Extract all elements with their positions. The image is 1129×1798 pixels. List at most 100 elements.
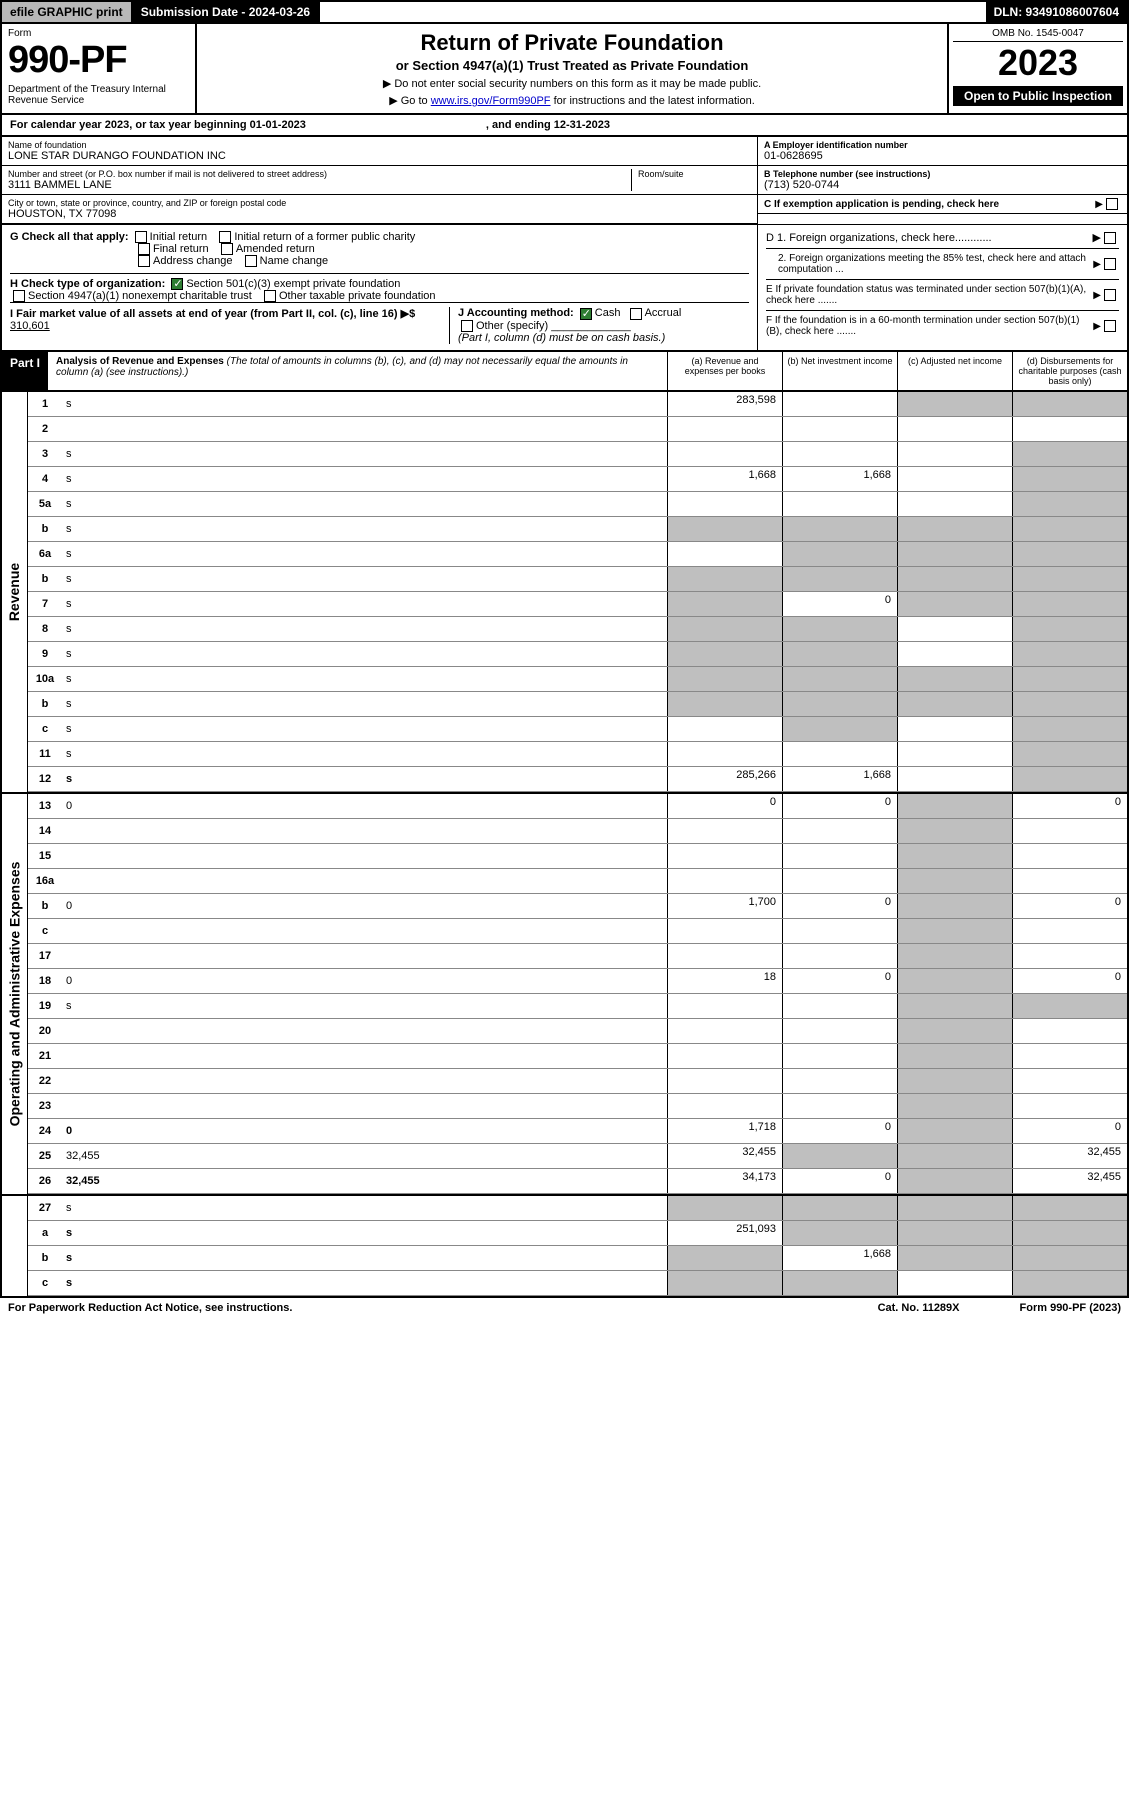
note2: ▶ Go to www.irs.gov/Form990PF for instru… bbox=[203, 94, 941, 107]
cell-d: 0 bbox=[1012, 969, 1127, 993]
cell-c bbox=[897, 642, 1012, 666]
cell-d: 32,455 bbox=[1012, 1169, 1127, 1193]
other-method-cb[interactable] bbox=[461, 320, 473, 332]
501c3-cb[interactable] bbox=[171, 278, 183, 290]
cell-a: 32,455 bbox=[667, 1144, 782, 1168]
row-desc: s bbox=[62, 396, 667, 412]
d1-label: D 1. Foreign organizations, check here..… bbox=[766, 232, 1093, 244]
other-taxable-cb[interactable] bbox=[264, 290, 276, 302]
row-desc: s bbox=[62, 496, 667, 512]
row-desc: s bbox=[62, 696, 667, 712]
cell-c bbox=[897, 1196, 1012, 1220]
cell-c bbox=[897, 1271, 1012, 1295]
cell-a bbox=[667, 442, 782, 466]
cell-d: 0 bbox=[1012, 1119, 1127, 1143]
cell-a bbox=[667, 492, 782, 516]
row-desc: s bbox=[62, 571, 667, 587]
table-row: 2532,45532,45532,455 bbox=[28, 1144, 1127, 1169]
row-num: 19 bbox=[28, 1000, 62, 1012]
4947-cb[interactable] bbox=[13, 290, 25, 302]
tax-year: 2023 bbox=[953, 42, 1123, 84]
table-section: Revenue1s283,59823s4s1,6681,6685asbs6asb… bbox=[0, 392, 1129, 794]
table-row: 130000 bbox=[28, 794, 1127, 819]
cell-b bbox=[782, 1069, 897, 1093]
cell-c bbox=[897, 794, 1012, 818]
cell-d bbox=[1012, 1196, 1127, 1220]
table-row: 19s bbox=[28, 994, 1127, 1019]
cell-c bbox=[897, 919, 1012, 943]
cell-d bbox=[1012, 392, 1127, 416]
amended-cb[interactable] bbox=[221, 243, 233, 255]
row-num: 14 bbox=[28, 825, 62, 837]
cat-no: Cat. No. 11289X bbox=[878, 1302, 960, 1314]
cell-c bbox=[897, 1246, 1012, 1270]
row-desc: 32,455 bbox=[62, 1173, 667, 1189]
cash-cb[interactable] bbox=[580, 308, 592, 320]
form-ref: Form 990-PF (2023) bbox=[1020, 1302, 1121, 1314]
accrual-cb[interactable] bbox=[630, 308, 642, 320]
row-desc: s bbox=[62, 521, 667, 537]
row-num: 20 bbox=[28, 1025, 62, 1037]
row-num: 15 bbox=[28, 850, 62, 862]
row-num: b bbox=[28, 698, 62, 710]
row-desc: 0 bbox=[62, 973, 667, 989]
form-number: 990-PF bbox=[8, 39, 189, 82]
row-desc: s bbox=[62, 1200, 667, 1216]
row-num: a bbox=[28, 1227, 62, 1239]
cell-b bbox=[782, 667, 897, 691]
cell-b bbox=[782, 567, 897, 591]
table-row: 23 bbox=[28, 1094, 1127, 1119]
cell-c bbox=[897, 1221, 1012, 1245]
c-label: C If exemption application is pending, c… bbox=[764, 199, 1095, 210]
row-desc bbox=[62, 879, 667, 883]
f-cb[interactable] bbox=[1104, 320, 1116, 332]
cell-a bbox=[667, 592, 782, 616]
cell-d bbox=[1012, 542, 1127, 566]
table-row: 1s283,598 bbox=[28, 392, 1127, 417]
name-change-cb[interactable] bbox=[245, 255, 257, 267]
cell-d bbox=[1012, 919, 1127, 943]
cell-a bbox=[667, 542, 782, 566]
cell-b: 1,668 bbox=[782, 467, 897, 491]
cell-c bbox=[897, 592, 1012, 616]
cell-c bbox=[897, 567, 1012, 591]
row-num: 12 bbox=[28, 773, 62, 785]
address-change-cb[interactable] bbox=[138, 255, 150, 267]
cell-d bbox=[1012, 467, 1127, 491]
cell-d bbox=[1012, 869, 1127, 893]
cell-a: 18 bbox=[667, 969, 782, 993]
cell-c bbox=[897, 442, 1012, 466]
table-row: c bbox=[28, 919, 1127, 944]
cell-c bbox=[897, 994, 1012, 1018]
row-desc bbox=[62, 829, 667, 833]
arrow-icon: ▶ bbox=[1093, 321, 1101, 332]
final-return-cb[interactable] bbox=[138, 243, 150, 255]
cell-c bbox=[897, 944, 1012, 968]
address: 3111 BAMMEL LANE bbox=[8, 179, 631, 191]
cell-c bbox=[897, 1094, 1012, 1118]
cell-b bbox=[782, 417, 897, 441]
ein-label: A Employer identification number bbox=[764, 140, 1121, 150]
table-row: 5as bbox=[28, 492, 1127, 517]
efile-button[interactable]: efile GRAPHIC print bbox=[2, 2, 133, 22]
d1-cb[interactable] bbox=[1104, 232, 1116, 244]
part1-header: Part I Analysis of Revenue and Expenses … bbox=[0, 352, 1129, 392]
cell-b bbox=[782, 392, 897, 416]
cell-a bbox=[667, 567, 782, 591]
irs-link[interactable]: www.irs.gov/Form990PF bbox=[431, 95, 551, 107]
cell-a bbox=[667, 517, 782, 541]
initial-return-cb[interactable] bbox=[135, 231, 147, 243]
e-cb[interactable] bbox=[1104, 289, 1116, 301]
addr-label: Number and street (or P.O. box number if… bbox=[8, 169, 631, 179]
d2-cb[interactable] bbox=[1104, 258, 1116, 270]
cell-c bbox=[897, 1069, 1012, 1093]
row-num: 6a bbox=[28, 548, 62, 560]
table-row: as251,093 bbox=[28, 1221, 1127, 1246]
cell-d bbox=[1012, 994, 1127, 1018]
table-row: 17 bbox=[28, 944, 1127, 969]
table-row: 1801800 bbox=[28, 969, 1127, 994]
c-checkbox[interactable] bbox=[1106, 198, 1118, 210]
table-row: 27s bbox=[28, 1196, 1127, 1221]
initial-public-cb[interactable] bbox=[219, 231, 231, 243]
row-desc bbox=[62, 1054, 667, 1058]
